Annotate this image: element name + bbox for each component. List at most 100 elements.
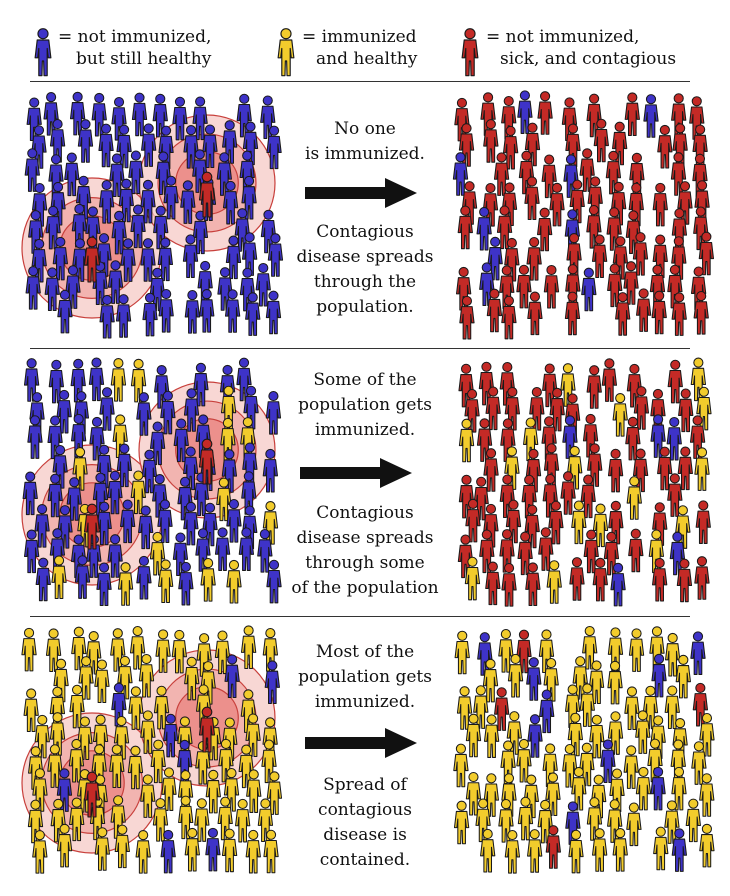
scenario-3-after-person-icon	[483, 714, 500, 758]
scenario-1-after-person-icon	[516, 264, 532, 309]
scenario-1-after-person-icon	[564, 291, 581, 336]
scenario-3-before-person-icon	[245, 713, 261, 758]
scenario-2-after-person-icon	[626, 476, 642, 520]
scenario-1-after-person-icon	[502, 125, 519, 170]
scenario-1-before-person-icon	[115, 294, 132, 338]
scenario-1-before-person-icon	[107, 260, 124, 304]
scenario-3-before-person-icon	[194, 798, 210, 842]
scenario-3-before-person-icon	[56, 823, 73, 868]
scenario-1-after-person-icon	[537, 207, 553, 252]
scenario-2-before-person-icon	[96, 562, 112, 607]
scenario-3-before-person-icon	[27, 799, 44, 844]
legend-sick-icon	[461, 28, 479, 77]
scenario-3-before-person-icon	[32, 830, 48, 874]
scenario-1-after-person-icon	[692, 153, 708, 198]
scenario-1-after-person-icon	[671, 292, 687, 336]
scenario-2-after-person-icon	[485, 561, 501, 606]
scenario-3-after-person-icon	[653, 826, 669, 871]
scenario-2-before-person-icon	[202, 502, 218, 547]
scenario-1-before-person-icon	[130, 204, 146, 249]
scenario-3-before-person-icon	[196, 633, 212, 677]
scenario-3-before-person-icon	[94, 659, 110, 704]
scenario-2-before-person-icon	[130, 470, 146, 515]
scenario-2-after-person-icon	[538, 527, 554, 571]
scenario-2-before-person-icon	[177, 476, 193, 521]
scenario-1-before-person-icon	[182, 234, 199, 278]
scenario-2-after-person-icon	[560, 471, 576, 515]
scenario-1-before-person-icon	[120, 238, 136, 282]
legend-not-immunized-icon	[34, 28, 52, 77]
scenario-3-before-person-icon	[163, 713, 179, 758]
scenario-3-after-person-icon	[527, 714, 543, 758]
scenario-1-before-person-icon	[245, 292, 261, 336]
scenario-3-after-person-icon	[465, 771, 482, 816]
scenario-1-before-person-icon	[142, 292, 158, 337]
scenario-2-after-person-icon	[567, 445, 583, 490]
scenario-3-before-person-icon	[205, 769, 221, 814]
scenario-3-after-person-icon	[612, 828, 628, 872]
scenario-1-before-person-icon	[96, 233, 112, 277]
scenario-1-before-person-icon	[44, 267, 60, 311]
legend-immunized-icon	[277, 28, 295, 77]
scenario-3-before-person-icon	[45, 628, 62, 673]
scenario-2-before-person-icon	[116, 443, 133, 488]
scenario-3-before-person-icon	[160, 829, 176, 874]
scenario-3-before-person-icon	[246, 769, 262, 813]
scenario-2-caption-top: Some of the population gets immunized.	[298, 370, 432, 440]
divider-middle-1	[30, 348, 690, 349]
scenario-3-after-person-icon	[526, 657, 542, 701]
scenario-3-before-person-icon	[49, 712, 66, 756]
scenario-3-before-person-icon	[184, 656, 200, 701]
scenario-2-after-person-icon	[485, 386, 501, 431]
scenario-1-after-person-icon	[480, 92, 496, 136]
scenario-2-before-person-icon	[216, 477, 232, 522]
scenario-1-before-person-icon	[141, 123, 157, 167]
scenario-1-before-person-icon	[69, 91, 86, 136]
scenario-3-after-person-icon	[483, 773, 499, 817]
scenario-3-before-person-icon	[140, 774, 156, 818]
scenario-3-before-person-icon	[109, 744, 125, 789]
scenario-1-after-person-icon	[517, 90, 533, 134]
scenario-3-after-person-icon	[456, 686, 473, 730]
scenario-2-arrow-icon	[300, 458, 412, 488]
scenario-2-after-person-icon	[465, 498, 481, 543]
scenario-3-before-person-icon	[240, 625, 257, 670]
scenario-2-after-person-icon	[694, 556, 710, 600]
scenario-2-before-person-icon	[265, 390, 282, 435]
scenario-3-after-person-icon	[607, 660, 623, 705]
scenario-1-before-person-icon	[128, 150, 144, 195]
scenario-1-before-person-icon	[99, 294, 115, 339]
divider-top	[30, 81, 690, 82]
scenario-2-after-person-icon	[583, 529, 599, 574]
scenario-2-after-person-icon	[542, 473, 558, 518]
scenario-3-after-person-icon	[465, 713, 482, 758]
scenario-1-after-person-icon	[452, 152, 469, 196]
scenario-1-before-person-icon	[172, 96, 188, 141]
scenario-2-before-person-icon	[157, 559, 174, 604]
scenario-2-before-person-icon	[149, 531, 166, 576]
scenario-3-before-person-icon	[69, 797, 85, 842]
scenario-1-caption-bottom: Contagious disease spreads through the p…	[296, 222, 434, 317]
scenario-1-before-person-icon	[140, 238, 156, 282]
scenario-3-after-person-icon	[690, 631, 706, 675]
scenario-1-before-person-icon	[267, 233, 284, 277]
scenario-3-before-person-icon	[221, 828, 238, 873]
scenario-3-before-person-icon	[47, 744, 63, 788]
scenario-2-before-person-icon	[241, 471, 257, 515]
scenario-2-before-person-icon	[173, 418, 189, 463]
scenario-3-after-person-icon	[685, 798, 701, 843]
scenario-3-after-person-icon	[539, 689, 555, 734]
scenario-2-after-person-icon	[678, 388, 694, 433]
scenario-3-caption-top: Most of the population gets immunized.	[298, 642, 432, 712]
scenario-1-after-person-icon	[698, 231, 715, 276]
scenario-3-before-person-icon	[71, 626, 87, 671]
scenario-1-before-person-icon	[71, 203, 88, 248]
scenario-1-after-person-icon	[504, 237, 520, 282]
scenario-3-after-person-icon	[582, 625, 598, 670]
scenario-1-after-person-icon	[615, 292, 631, 336]
scenario-2-before-person-icon	[56, 389, 72, 434]
scenario-2-before-person-icon	[262, 448, 278, 493]
scenario-3-after-person-icon	[494, 687, 510, 731]
scenario-3-after-person-icon	[600, 739, 616, 784]
scenario-2-after-person-icon	[612, 393, 628, 437]
